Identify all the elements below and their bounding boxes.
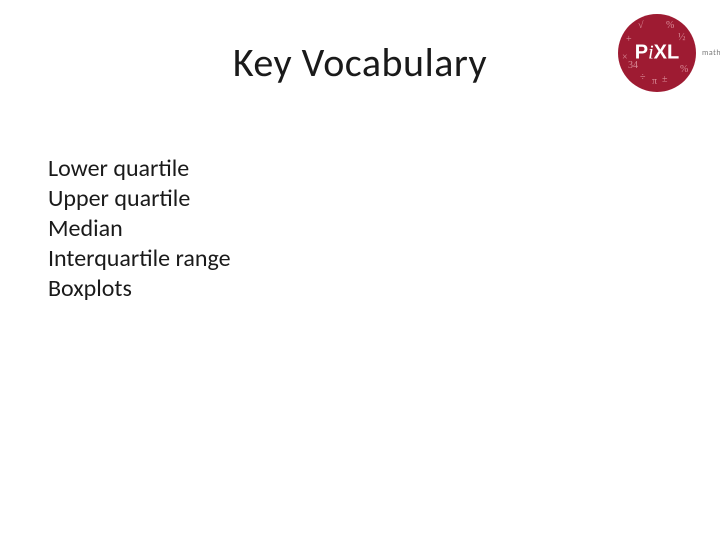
logo-text-xl: XL bbox=[654, 42, 680, 64]
logo-bg-symbol: ± bbox=[662, 74, 668, 85]
pixl-logo: π±%÷34×½+%√ PiXL maths bbox=[618, 14, 706, 94]
logo-subtext: maths bbox=[702, 48, 720, 58]
vocab-list: Lower quartile Upper quartile Median Int… bbox=[48, 154, 231, 304]
list-item: Lower quartile bbox=[48, 154, 231, 184]
logo-bg-symbol: √ bbox=[638, 20, 644, 31]
logo-text-p: P bbox=[635, 42, 648, 64]
logo-bg-symbol: × bbox=[622, 52, 628, 63]
logo-bg-symbol: % bbox=[666, 20, 674, 31]
page-title: Key Vocabulary bbox=[0, 38, 720, 87]
list-item: Median bbox=[48, 214, 231, 244]
list-item: Interquartile range bbox=[48, 244, 231, 274]
logo-bg-symbol: % bbox=[680, 64, 688, 75]
logo-bg-symbol: ÷ bbox=[640, 72, 646, 83]
logo-bg-symbol: + bbox=[626, 34, 632, 45]
logo-wordmark: PiXL bbox=[635, 42, 679, 65]
list-item: Upper quartile bbox=[48, 184, 231, 214]
slide: Key Vocabulary Lower quartile Upper quar… bbox=[0, 0, 720, 540]
list-item: Boxplots bbox=[48, 274, 231, 304]
logo-bg-symbol: π bbox=[652, 76, 657, 87]
logo-circle: π±%÷34×½+%√ PiXL bbox=[618, 14, 696, 92]
